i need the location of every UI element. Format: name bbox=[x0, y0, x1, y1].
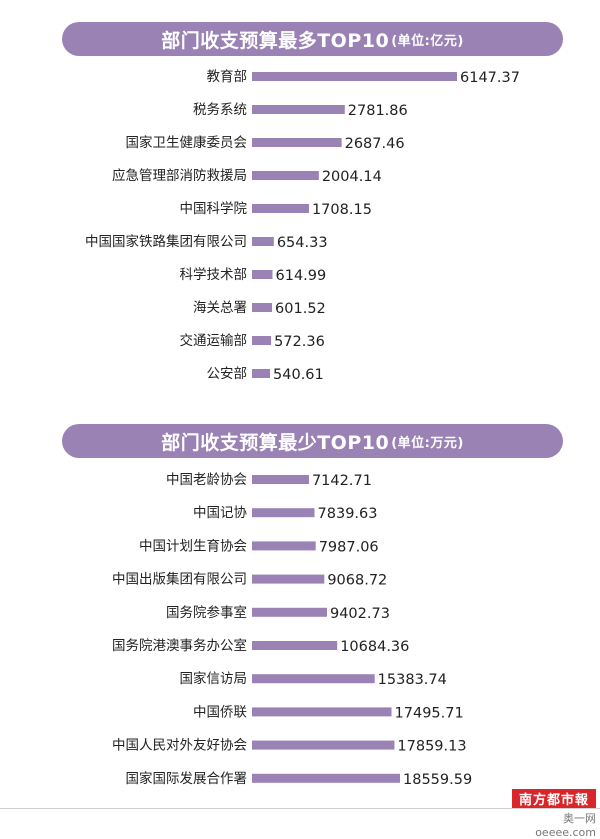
most-category-label-4: 中国科学院 bbox=[180, 201, 248, 217]
most-bar-9 bbox=[252, 369, 271, 378]
least-category-label-5: 国务院港澳事务办公室 bbox=[112, 637, 247, 654]
most-value-label-7: 601.52 bbox=[275, 301, 326, 317]
top10-most-chart: 教育部 6147.37 税务系统 2781.86 国家卫生健康委员会 2687.46 应急管… bbox=[85, 69, 520, 383]
most-bar-5 bbox=[252, 237, 274, 246]
most-category-label-2: 国家卫生健康委员会 bbox=[126, 134, 248, 151]
least-value-label-4: 9402.73 bbox=[330, 606, 390, 622]
most-value-label-5: 654.33 bbox=[277, 235, 328, 251]
least-value-label-0: 7142.71 bbox=[312, 473, 372, 489]
most-category-label-7: 海关总署 bbox=[193, 300, 247, 316]
most-bar-0 bbox=[252, 72, 457, 81]
least-value-label-1: 7839.63 bbox=[318, 506, 378, 522]
most-value-label-6: 614.99 bbox=[276, 268, 327, 284]
newspaper-logo: 南方都市報 bbox=[512, 789, 596, 808]
least-category-label-7: 中国侨联 bbox=[193, 704, 247, 720]
least-bar-6 bbox=[252, 674, 375, 684]
least-category-label-0: 中国老龄协会 bbox=[166, 472, 247, 488]
top10-most-title: 部门收支预算最多TOP10 bbox=[161, 29, 390, 52]
least-value-label-7: 17495.71 bbox=[395, 705, 464, 721]
most-category-label-1: 税务系统 bbox=[193, 102, 247, 118]
least-category-label-2: 中国计划生育协会 bbox=[139, 538, 247, 554]
most-category-label-3: 应急管理部消防救援局 bbox=[112, 167, 247, 184]
top10-most-banner: 部门收支预算最多TOP10 (单位:亿元) bbox=[62, 22, 563, 56]
top10-least-banner: 部门收支预算最少TOP10 (单位:万元) bbox=[62, 424, 563, 458]
most-value-label-2: 2687.46 bbox=[345, 136, 405, 152]
most-category-label-6: 科学技术部 bbox=[180, 267, 248, 283]
most-category-label-8: 交通运输部 bbox=[180, 332, 248, 349]
most-bar-8 bbox=[252, 336, 272, 345]
most-bar-4 bbox=[252, 204, 309, 213]
least-category-label-8: 中国人民对外友好协会 bbox=[112, 738, 247, 754]
least-bar-0 bbox=[252, 475, 309, 484]
top10-least-title: 部门收支预算最少TOP10 bbox=[161, 431, 390, 454]
least-value-label-2: 7987.06 bbox=[319, 539, 379, 555]
least-category-label-4: 国务院参事室 bbox=[166, 604, 247, 621]
most-category-label-0: 教育部 bbox=[207, 69, 248, 85]
most-value-label-9: 540.61 bbox=[273, 367, 324, 383]
least-category-label-6: 国家信访局 bbox=[180, 670, 248, 687]
footer-divider bbox=[0, 808, 600, 809]
most-bar-2 bbox=[252, 138, 342, 147]
least-category-label-1: 中国记协 bbox=[193, 505, 247, 521]
least-category-label-3: 中国出版集团有限公司 bbox=[112, 572, 247, 588]
least-bar-4 bbox=[252, 607, 327, 617]
most-bar-6 bbox=[252, 270, 273, 279]
most-value-label-3: 2004.14 bbox=[322, 169, 382, 185]
least-bar-3 bbox=[252, 574, 325, 584]
least-bar-9 bbox=[252, 773, 400, 783]
top10-most-unit: (单位:亿元) bbox=[391, 33, 464, 49]
least-value-label-5: 10684.36 bbox=[340, 639, 409, 655]
least-category-label-9: 国家国际发展合作署 bbox=[126, 770, 248, 787]
most-value-label-1: 2781.86 bbox=[348, 103, 408, 119]
least-value-label-8: 17859.13 bbox=[397, 739, 466, 755]
least-bar-7 bbox=[252, 707, 392, 717]
top10-least-unit: (单位:万元) bbox=[391, 435, 464, 451]
least-bar-2 bbox=[252, 541, 316, 551]
least-bar-1 bbox=[252, 508, 315, 518]
most-category-label-9: 公安部 bbox=[207, 366, 248, 382]
least-value-label-3: 9068.72 bbox=[327, 573, 387, 589]
least-value-label-6: 15383.74 bbox=[378, 672, 447, 688]
top10-least-chart: 中国老龄协会 7142.71 中国记协 7839.63 中国计划生育协会 7987.06 中… bbox=[112, 472, 472, 788]
most-value-label-0: 6147.37 bbox=[460, 70, 520, 86]
most-category-label-5: 中国国家铁路集团有限公司 bbox=[85, 233, 247, 250]
least-value-label-9: 18559.59 bbox=[403, 772, 472, 788]
most-bar-3 bbox=[252, 171, 319, 180]
most-bar-1 bbox=[252, 105, 345, 114]
least-bar-8 bbox=[252, 740, 395, 750]
most-value-label-8: 572.36 bbox=[274, 334, 325, 350]
least-bar-5 bbox=[252, 641, 338, 650]
most-value-label-4: 1708.15 bbox=[312, 202, 372, 218]
most-bar-7 bbox=[252, 303, 273, 312]
